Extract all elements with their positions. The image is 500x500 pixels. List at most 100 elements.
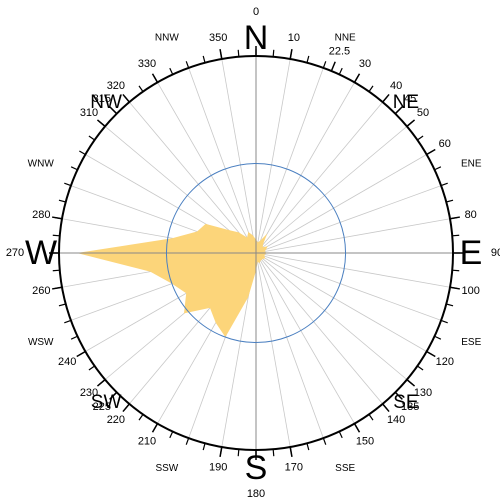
radial-grid-line bbox=[255, 218, 451, 254]
minor-tick bbox=[88, 365, 95, 371]
minor-tick bbox=[52, 269, 60, 272]
theta-tick bbox=[219, 446, 223, 457]
radial-grid-line bbox=[255, 67, 324, 254]
minor-tick bbox=[434, 335, 442, 340]
direction-label: S bbox=[245, 449, 268, 487]
radial-grid-line bbox=[255, 252, 324, 439]
minor-tick bbox=[52, 234, 60, 237]
minor-tick bbox=[70, 335, 78, 340]
radial-grid-line bbox=[255, 252, 442, 321]
theta-tick-label: 220 bbox=[107, 414, 125, 426]
theta-tick-label: 120 bbox=[436, 356, 454, 368]
minor-tick bbox=[58, 303, 66, 307]
minor-tick bbox=[88, 135, 95, 141]
theta-tick bbox=[122, 403, 130, 413]
minor-tick bbox=[272, 449, 275, 457]
minor-tick bbox=[169, 67, 174, 75]
radial-grid-line bbox=[255, 252, 451, 288]
minor-tick bbox=[322, 437, 327, 445]
theta-tick-label: 280 bbox=[32, 209, 50, 221]
theta-tick-label: 230 bbox=[80, 387, 98, 399]
minor-tick bbox=[306, 443, 310, 451]
minor-tick bbox=[452, 234, 460, 237]
r-ring bbox=[165, 162, 347, 344]
minor-tick bbox=[446, 303, 454, 307]
theta-tick bbox=[353, 73, 361, 83]
direction-label: W bbox=[25, 234, 57, 272]
direction-label: WNW bbox=[28, 158, 55, 169]
theta-tick-label: 30 bbox=[359, 58, 371, 70]
theta-tick bbox=[52, 286, 63, 290]
theta-tick bbox=[52, 216, 63, 220]
minor-tick bbox=[452, 269, 460, 272]
theta-tick bbox=[151, 73, 159, 83]
radial-grid-line bbox=[255, 154, 427, 254]
theta-tick-label: 320 bbox=[107, 80, 125, 92]
wind-area bbox=[76, 223, 268, 338]
minor-tick bbox=[70, 166, 78, 171]
minor-tick bbox=[202, 443, 206, 451]
radial-grid-line bbox=[255, 126, 408, 254]
theta-tick bbox=[406, 119, 416, 127]
theta-tick bbox=[76, 350, 86, 358]
theta-tick bbox=[449, 216, 460, 220]
minor-tick bbox=[368, 414, 374, 421]
minor-tick bbox=[272, 49, 275, 57]
minor-tick bbox=[58, 199, 66, 203]
theta-tick-label: 350 bbox=[209, 32, 227, 44]
radial-grid-line bbox=[221, 58, 257, 254]
theta-tick-label: 50 bbox=[417, 107, 429, 119]
radial-grid-line bbox=[157, 82, 257, 254]
minor-tick bbox=[79, 150, 86, 156]
radial-grid-line bbox=[129, 101, 257, 254]
radial-grid-line bbox=[255, 58, 291, 254]
minor-tick bbox=[237, 49, 240, 57]
theta-tick-label: 40 bbox=[390, 80, 402, 92]
theta-tick-label: 270 bbox=[6, 247, 24, 259]
theta-tick bbox=[96, 119, 106, 127]
minor-tick bbox=[138, 85, 144, 92]
theta-tick bbox=[289, 49, 293, 60]
theta-tick-label: 170 bbox=[285, 462, 303, 474]
theta-tick bbox=[426, 148, 436, 156]
theta-tick bbox=[426, 350, 436, 358]
minor-tick bbox=[185, 61, 190, 69]
direction-label: NNW bbox=[155, 32, 179, 43]
direction-label: NE bbox=[393, 92, 419, 113]
minor-tick bbox=[368, 85, 374, 92]
direction-label: ENE bbox=[461, 158, 482, 169]
theta-tick bbox=[449, 286, 460, 290]
theta-tick bbox=[353, 423, 361, 433]
direction-label: N bbox=[244, 19, 269, 57]
radial-grid-line bbox=[255, 252, 383, 405]
theta-tick-label: 140 bbox=[387, 414, 405, 426]
theta-tick-label: 260 bbox=[32, 285, 50, 297]
theta-tick bbox=[151, 423, 159, 433]
radial-grid-line bbox=[255, 252, 408, 380]
theta-tick-label: 310 bbox=[80, 107, 98, 119]
direction-label: NW bbox=[90, 92, 122, 113]
direction-label: SE bbox=[393, 392, 418, 413]
theta-tick bbox=[109, 391, 118, 400]
theta-tick bbox=[394, 106, 403, 115]
direction-label: SSE bbox=[335, 463, 355, 474]
minor-tick bbox=[202, 55, 206, 63]
theta-tick bbox=[394, 391, 403, 400]
theta-tick bbox=[406, 379, 416, 387]
theta-tick-label: 190 bbox=[209, 462, 227, 474]
theta-tick-label: 60 bbox=[439, 138, 451, 150]
theta-tick-label: 0 bbox=[253, 6, 259, 18]
theta-tick-label: 100 bbox=[462, 285, 480, 297]
direction-label: WSW bbox=[28, 337, 54, 348]
minor-tick bbox=[322, 61, 327, 69]
minor-tick bbox=[138, 414, 144, 421]
direction-label: ESE bbox=[461, 337, 481, 348]
minor-tick bbox=[185, 437, 190, 445]
radial-grid-line bbox=[188, 67, 257, 254]
minor-tick bbox=[237, 449, 240, 457]
direction-label: E bbox=[460, 234, 483, 272]
radial-grid-line bbox=[255, 82, 355, 254]
minor-tick bbox=[417, 135, 424, 141]
theta-tick bbox=[330, 61, 336, 72]
